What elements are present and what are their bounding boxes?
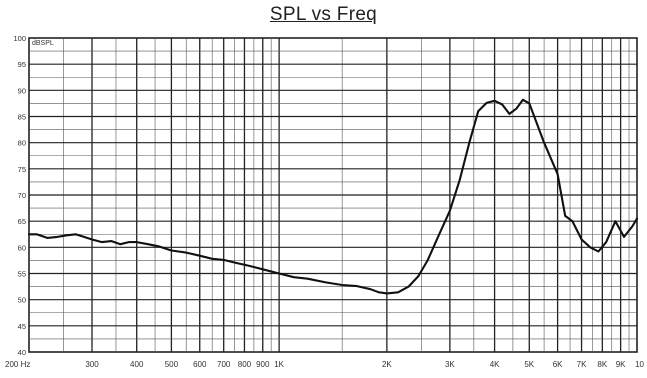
y-tick-label: 75 (18, 165, 26, 174)
spl-curve (27, 98, 639, 295)
y-tick-label: 65 (18, 217, 26, 226)
y-tick-label: 90 (18, 86, 26, 95)
x-tick-label: 200 Hz (5, 360, 30, 369)
axis-layer: 100 95 90 85 80 75 70 65 60 55 50 45 40 dBSPL 200 Hz 30… (5, 34, 645, 369)
x-tick-label: 3K (445, 360, 455, 369)
x-tick-label: 900 (256, 360, 270, 369)
x-tick-label: 6K (553, 360, 563, 369)
y-tick-label: 55 (18, 270, 26, 279)
x-tick-label: 400 (130, 360, 144, 369)
x-tick-label: 600 (193, 360, 207, 369)
x-tick-label: 2K (382, 360, 392, 369)
y-tick-label: 100 (13, 34, 26, 43)
series-layer (27, 98, 639, 295)
y-tick-label: 70 (18, 191, 26, 200)
y-tick-label: 40 (18, 348, 26, 357)
x-tick-label: 10 (635, 360, 644, 369)
y-axis-label: dBSPL (32, 40, 54, 47)
y-tick-label: 60 (18, 243, 26, 252)
x-tick-label: 7K (577, 360, 587, 369)
x-tick-label: 1K (274, 360, 284, 369)
y-tick-label: 45 (18, 322, 26, 331)
y-tick-label: 50 (18, 296, 26, 305)
x-tick-label: 5K (524, 360, 534, 369)
y-tick-label: 95 (18, 60, 26, 69)
x-tick-label: 800 (238, 360, 252, 369)
grid-layer (28, 37, 638, 353)
x-tick-label: 700 (217, 360, 231, 369)
y-tick-label: 80 (18, 139, 26, 148)
y-tick-label: 85 (18, 113, 26, 122)
x-tick-label: 4K (490, 360, 500, 369)
x-tick-label: 8K (597, 360, 607, 369)
chart-title: SPL vs Freq (269, 4, 378, 25)
x-tick-label: 300 (85, 360, 99, 369)
x-tick-label: 500 (165, 360, 179, 369)
x-tick-label: 9K (616, 360, 626, 369)
